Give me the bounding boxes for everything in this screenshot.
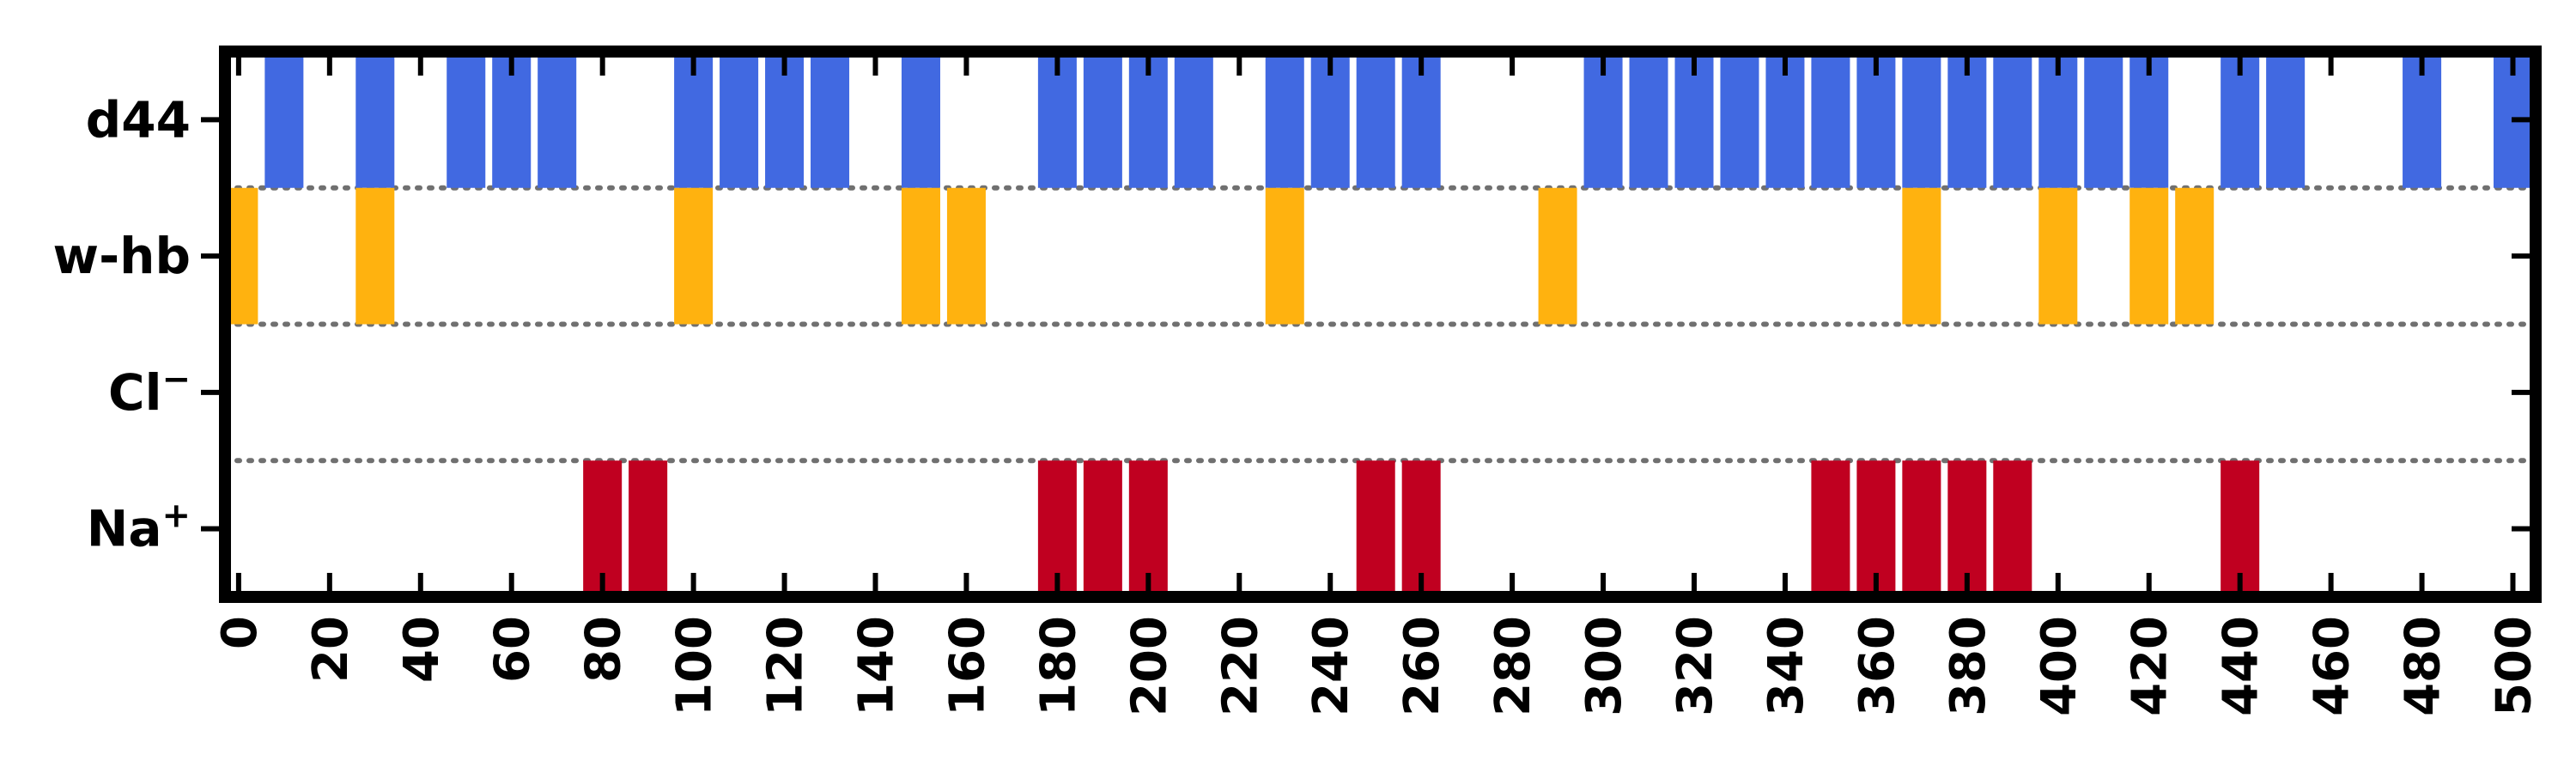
event-bar-w-hb (355, 187, 395, 325)
event-bars (219, 52, 2533, 597)
event-bar-d44 (720, 52, 759, 188)
y-label-na: Na+ (87, 496, 191, 558)
event-bar-d44 (1265, 52, 1304, 188)
y-axis-labels: d44 w-hb Cl− Na+ (53, 90, 191, 557)
x-tick-label: 100 (667, 616, 723, 716)
event-bar-d44 (355, 52, 395, 188)
event-bar-d44 (538, 52, 577, 188)
y-label-w-hb: w-hb (53, 227, 191, 285)
event-bar-w-hb (2038, 187, 2078, 325)
x-tick-label: 340 (1759, 616, 1814, 716)
y-label-d44: d44 (86, 90, 191, 149)
event-bar-w-hb (1538, 187, 1577, 325)
x-tick-label: 220 (1212, 616, 1268, 716)
x-tick-label: 80 (576, 616, 632, 683)
x-tick-label: 300 (1577, 616, 1632, 716)
event-bar-na (629, 460, 668, 597)
event-bar-d44 (264, 52, 304, 188)
event-bar-w-hb (901, 187, 940, 325)
x-tick-label: 440 (2214, 616, 2269, 716)
event-bar-d44 (1174, 52, 1213, 188)
event-bar-d44 (1356, 52, 1395, 188)
x-tick-label: 0 (212, 616, 268, 649)
x-tick-label: 480 (2396, 616, 2451, 716)
x-tick-label: 180 (1030, 616, 1086, 716)
x-tick-label: 460 (2305, 616, 2360, 716)
event-bar-w-hb (946, 187, 986, 325)
x-tick-label: 20 (303, 616, 359, 683)
event-bar-d44 (1629, 52, 1668, 188)
event-bar-d44 (1083, 52, 1122, 188)
x-tick-label: 60 (485, 616, 541, 683)
event-bar-d44 (447, 52, 486, 188)
x-tick-label: 140 (849, 616, 905, 716)
x-tick-label: 160 (939, 616, 995, 716)
x-tick-label: 360 (1850, 616, 1905, 716)
x-tick-label: 260 (1394, 616, 1450, 716)
plot-frame (219, 46, 2542, 603)
event-bar-w-hb (2175, 187, 2215, 325)
y-label-cl: Cl− (108, 360, 191, 422)
x-tick-label: 500 (2487, 616, 2543, 716)
event-bar-d44 (1902, 52, 1941, 188)
x-tick-label: 240 (1303, 616, 1359, 716)
x-tick-label: 200 (1121, 616, 1177, 716)
event-bar-na (1902, 460, 1941, 597)
event-bar-w-hb (674, 187, 714, 325)
x-tick-label: 280 (1485, 616, 1541, 716)
event-bar-na (1083, 460, 1122, 597)
event-bar-d44 (811, 52, 850, 188)
event-bar-d44 (1993, 52, 2032, 188)
event-bar-na (1356, 460, 1395, 597)
event-bar-na (1993, 460, 2032, 597)
x-tick-label: 380 (1941, 616, 1996, 716)
x-tick-label: 400 (2032, 616, 2087, 716)
x-tick-label: 120 (758, 616, 814, 716)
event-bar-d44 (2266, 52, 2306, 188)
event-bar-na (1811, 460, 1850, 597)
x-axis-labels: 0 20 40 60 80 100 120 140 160 180 200 220 240 260 280 3… (212, 616, 2543, 716)
event-bar-d44 (901, 52, 940, 188)
event-bar-w-hb (1265, 187, 1304, 325)
event-bar-d44 (1720, 52, 1759, 188)
event-bar-d44 (1811, 52, 1850, 188)
x-tick-label: 320 (1668, 616, 1723, 716)
x-tick-label: 40 (394, 616, 450, 683)
event-bar-d44 (2084, 52, 2123, 188)
x-tick-label: 420 (2123, 616, 2178, 716)
event-bar-w-hb (1902, 187, 1941, 325)
event-bar-w-hb (2129, 187, 2169, 325)
